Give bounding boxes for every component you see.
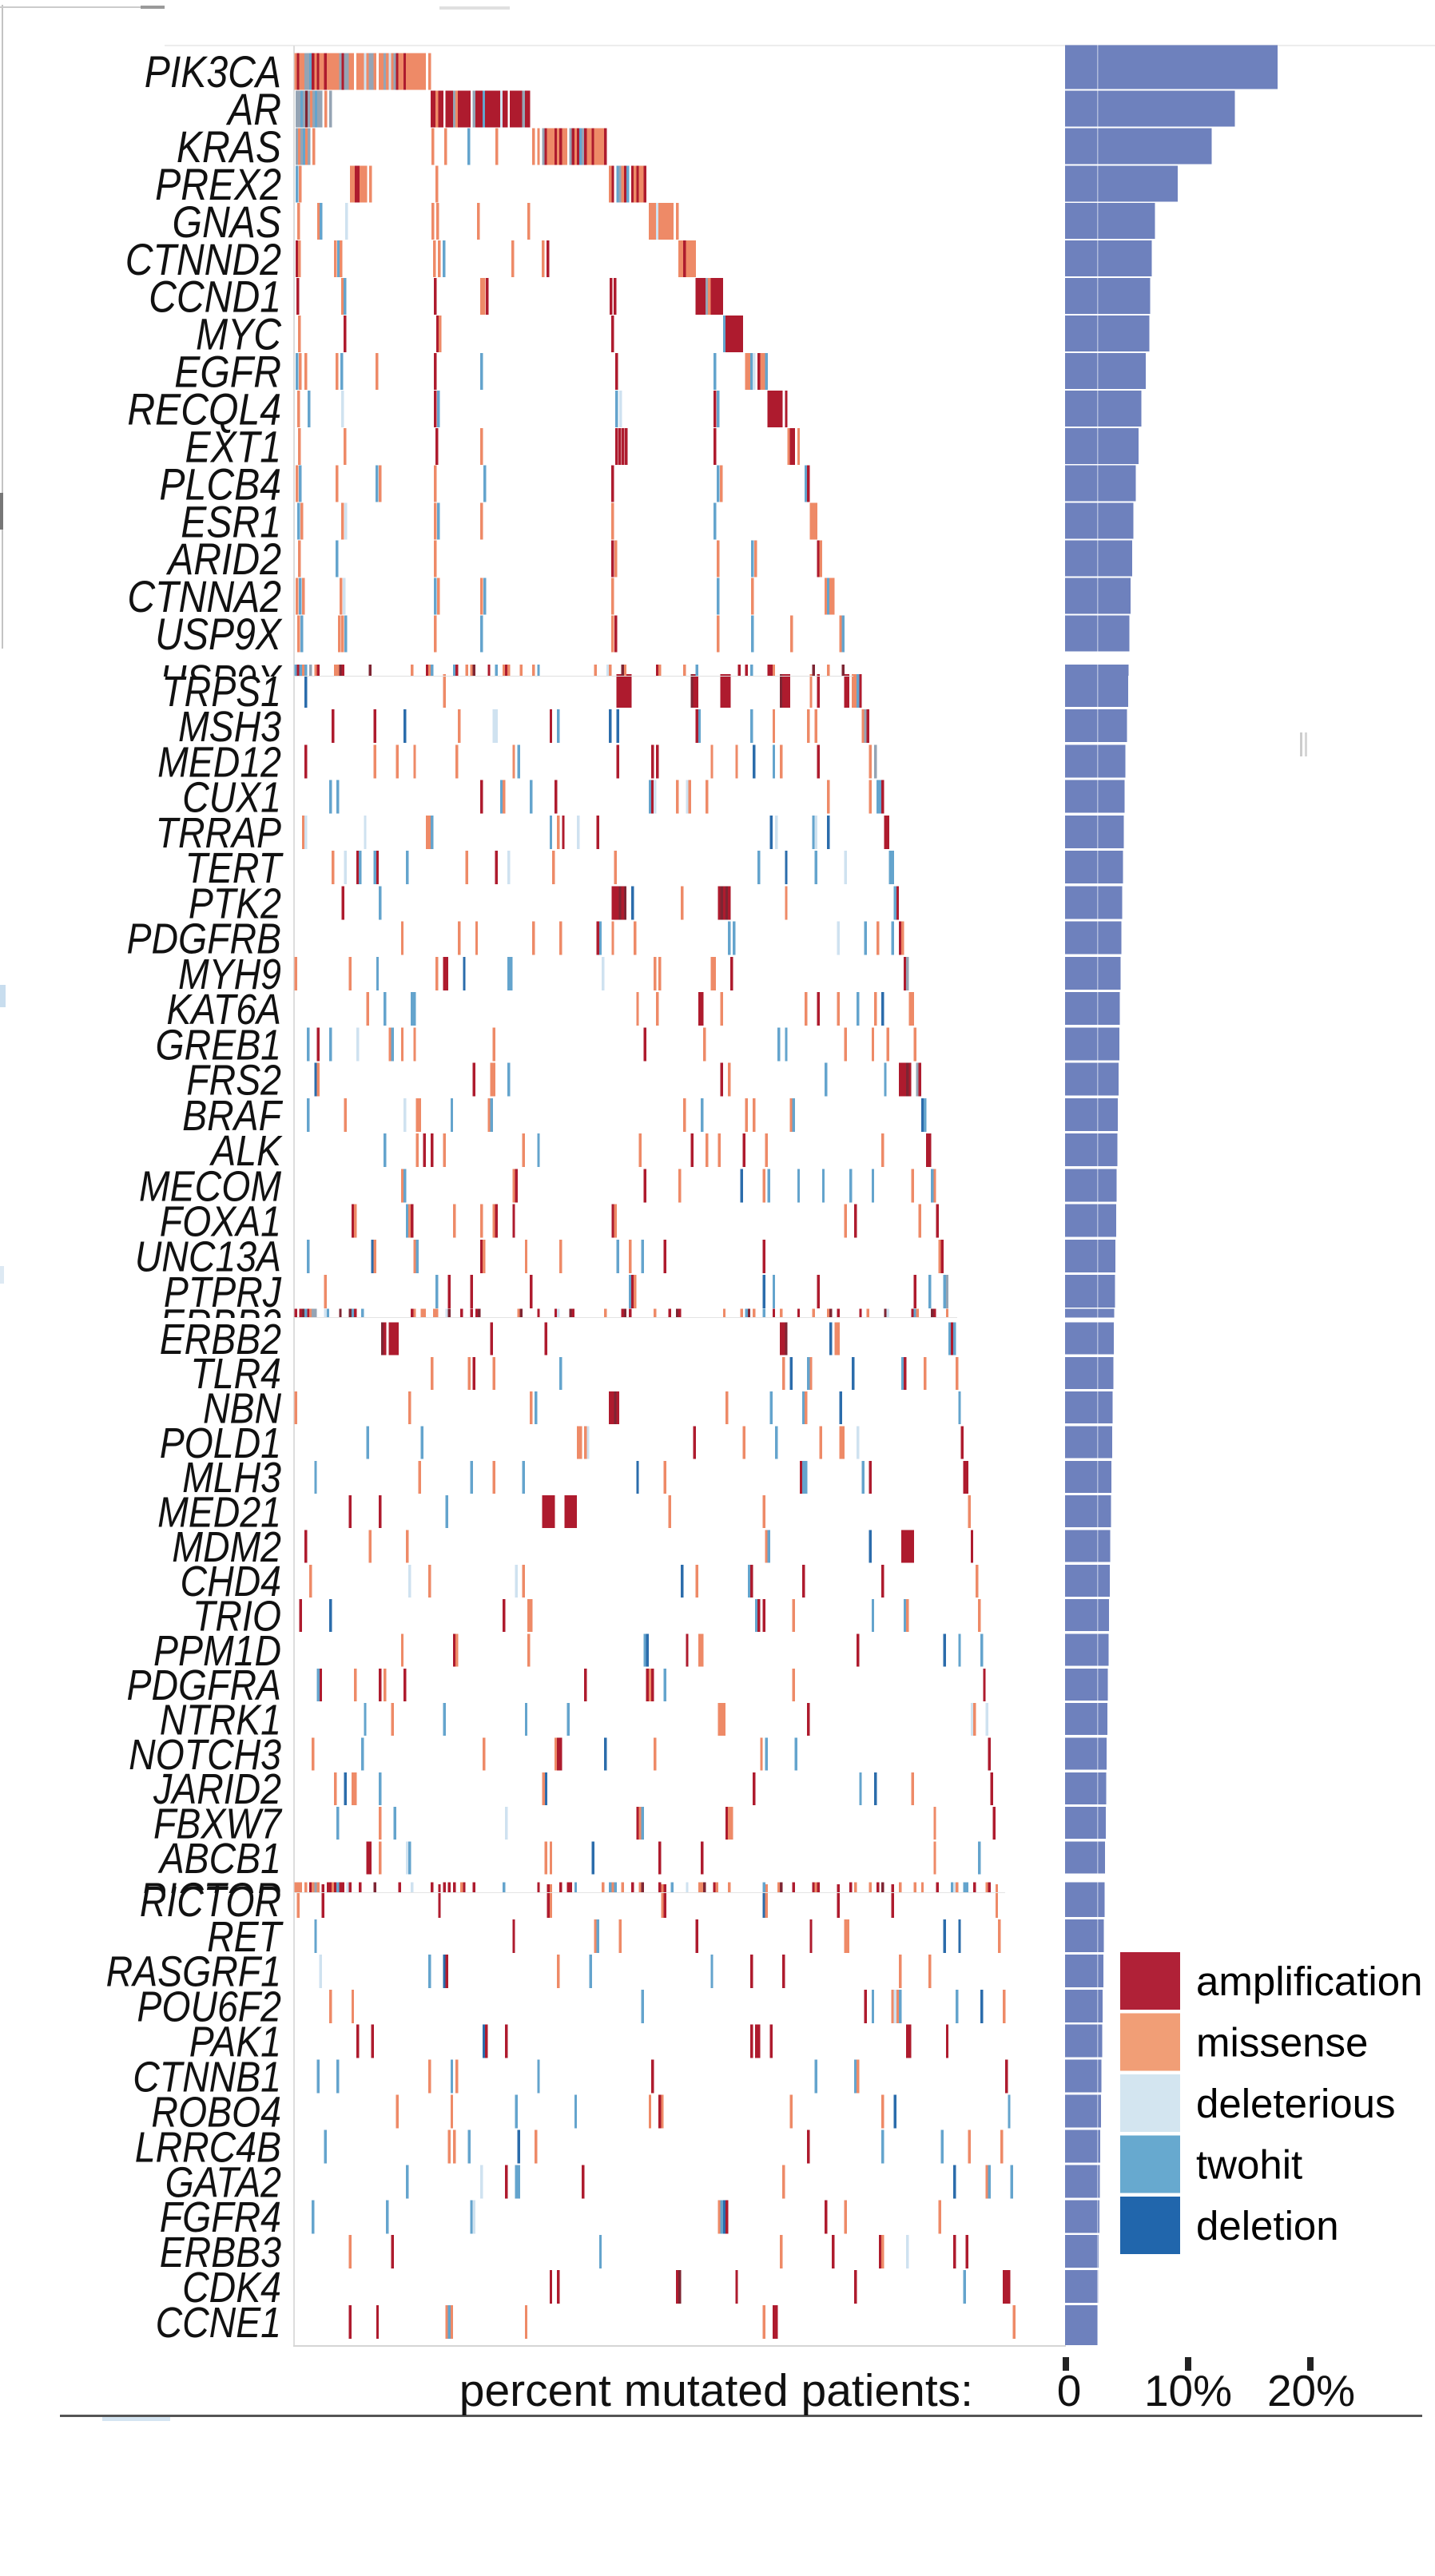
svg-text:PAK1: PAK1 (189, 2017, 281, 2066)
svg-text:TRIO: TRIO (193, 1591, 281, 1640)
svg-text:AR: AR (225, 85, 281, 135)
svg-text:0: 0 (1057, 2366, 1082, 2415)
svg-text:POU6F2: POU6F2 (137, 1982, 281, 2030)
svg-text:UNC13A: UNC13A (135, 1232, 281, 1280)
svg-text:CTNNA2: CTNNA2 (127, 573, 281, 622)
svg-text:FOXA1: FOXA1 (160, 1197, 281, 1245)
svg-text:MLH3: MLH3 (182, 1453, 281, 1502)
svg-text:NBN: NBN (203, 1383, 282, 1432)
svg-text:FGFR4: FGFR4 (160, 2193, 281, 2241)
svg-text:USP9X: USP9X (160, 656, 284, 705)
svg-text:GNAS: GNAS (173, 197, 282, 247)
svg-text:ESR1: ESR1 (181, 498, 281, 547)
svg-text:CUX1: CUX1 (182, 772, 281, 821)
svg-text:POLD1: POLD1 (160, 1419, 281, 1467)
svg-text:FRS2: FRS2 (186, 1055, 281, 1104)
svg-text:deletion: deletion (1196, 2203, 1339, 2249)
svg-text:USP9X: USP9X (155, 610, 283, 660)
svg-text:MYC: MYC (196, 310, 281, 359)
svg-text:GREB1: GREB1 (156, 1020, 281, 1069)
svg-text:FBXW7: FBXW7 (153, 1799, 283, 1848)
svg-text:ROBO4: ROBO4 (151, 2087, 281, 2136)
svg-text:ERBB2: ERBB2 (160, 1300, 281, 1348)
svg-text:PREX2: PREX2 (155, 161, 281, 210)
svg-text:NOTCH3: NOTCH3 (129, 1730, 281, 1779)
svg-text:MED12: MED12 (157, 737, 281, 786)
svg-text:EXT1: EXT1 (185, 423, 281, 472)
svg-text:ABCB1: ABCB1 (157, 1833, 281, 1882)
svg-text:RICTOR: RICTOR (140, 1877, 281, 1926)
svg-text:twohit: twohit (1196, 2142, 1302, 2188)
svg-text:deleterious: deleterious (1196, 2081, 1396, 2126)
svg-text:PTPRJ: PTPRJ (164, 1268, 282, 1316)
svg-text:TRPS1: TRPS1 (161, 667, 281, 716)
svg-text:10%: 10% (1144, 2366, 1232, 2415)
svg-text:percent mutated patients:: percent mutated patients: (459, 2365, 973, 2416)
svg-text:CDK4: CDK4 (182, 2263, 281, 2312)
svg-text:RET: RET (207, 1911, 284, 1960)
svg-text:BRAF: BRAF (182, 1090, 284, 1139)
svg-text:ALK: ALK (209, 1126, 283, 1175)
svg-text:missense: missense (1196, 2020, 1368, 2066)
svg-text:LRRC4B: LRRC4B (135, 2122, 281, 2171)
svg-text:RECQL4: RECQL4 (127, 385, 281, 435)
svg-text:PIK3CA: PIK3CA (145, 48, 281, 97)
svg-text:amplification: amplification (1196, 1959, 1422, 2004)
svg-text:KRAS: KRAS (177, 123, 281, 173)
svg-text:ARID2: ARID2 (165, 535, 281, 585)
svg-text:TRRAP: TRRAP (156, 808, 282, 857)
svg-text:MDM2: MDM2 (172, 1522, 281, 1571)
svg-text:MED21: MED21 (157, 1487, 281, 1536)
svg-text:MSH3: MSH3 (178, 702, 281, 751)
svg-text:CCNE1: CCNE1 (156, 2298, 281, 2347)
svg-text:CTNNB1: CTNNB1 (133, 2052, 281, 2101)
svg-text:KAT6A: KAT6A (166, 985, 281, 1034)
svg-text:RICTOR: RICTOR (140, 1873, 281, 1922)
svg-text:ERBB3: ERBB3 (160, 2228, 281, 2276)
svg-text:PDGFRB: PDGFRB (126, 914, 281, 963)
svg-text:20%: 20% (1267, 2366, 1355, 2415)
svg-text:EGFR: EGFR (174, 347, 281, 397)
svg-text:GATA2: GATA2 (165, 2157, 281, 2206)
svg-text:MECOM: MECOM (139, 1161, 281, 1210)
svg-text:TERT: TERT (185, 843, 284, 892)
svg-text:TLR4: TLR4 (190, 1349, 281, 1398)
svg-text:ERBB2: ERBB2 (160, 1315, 281, 1363)
svg-text:CTNND2: CTNND2 (125, 235, 281, 284)
svg-text:CCND1: CCND1 (149, 272, 281, 322)
svg-text:PPM1D: PPM1D (153, 1626, 281, 1675)
svg-text:RASGRF1: RASGRF1 (106, 1947, 281, 1995)
svg-text:MYH9: MYH9 (178, 949, 281, 998)
svg-text:CHD4: CHD4 (181, 1557, 281, 1606)
svg-text:PTK2: PTK2 (189, 879, 281, 927)
svg-text:NTRK1: NTRK1 (160, 1695, 281, 1744)
svg-text:JARID2: JARID2 (153, 1764, 281, 1813)
svg-text:PDGFRA: PDGFRA (126, 1661, 281, 1709)
svg-text:PLCB4: PLCB4 (159, 460, 281, 510)
